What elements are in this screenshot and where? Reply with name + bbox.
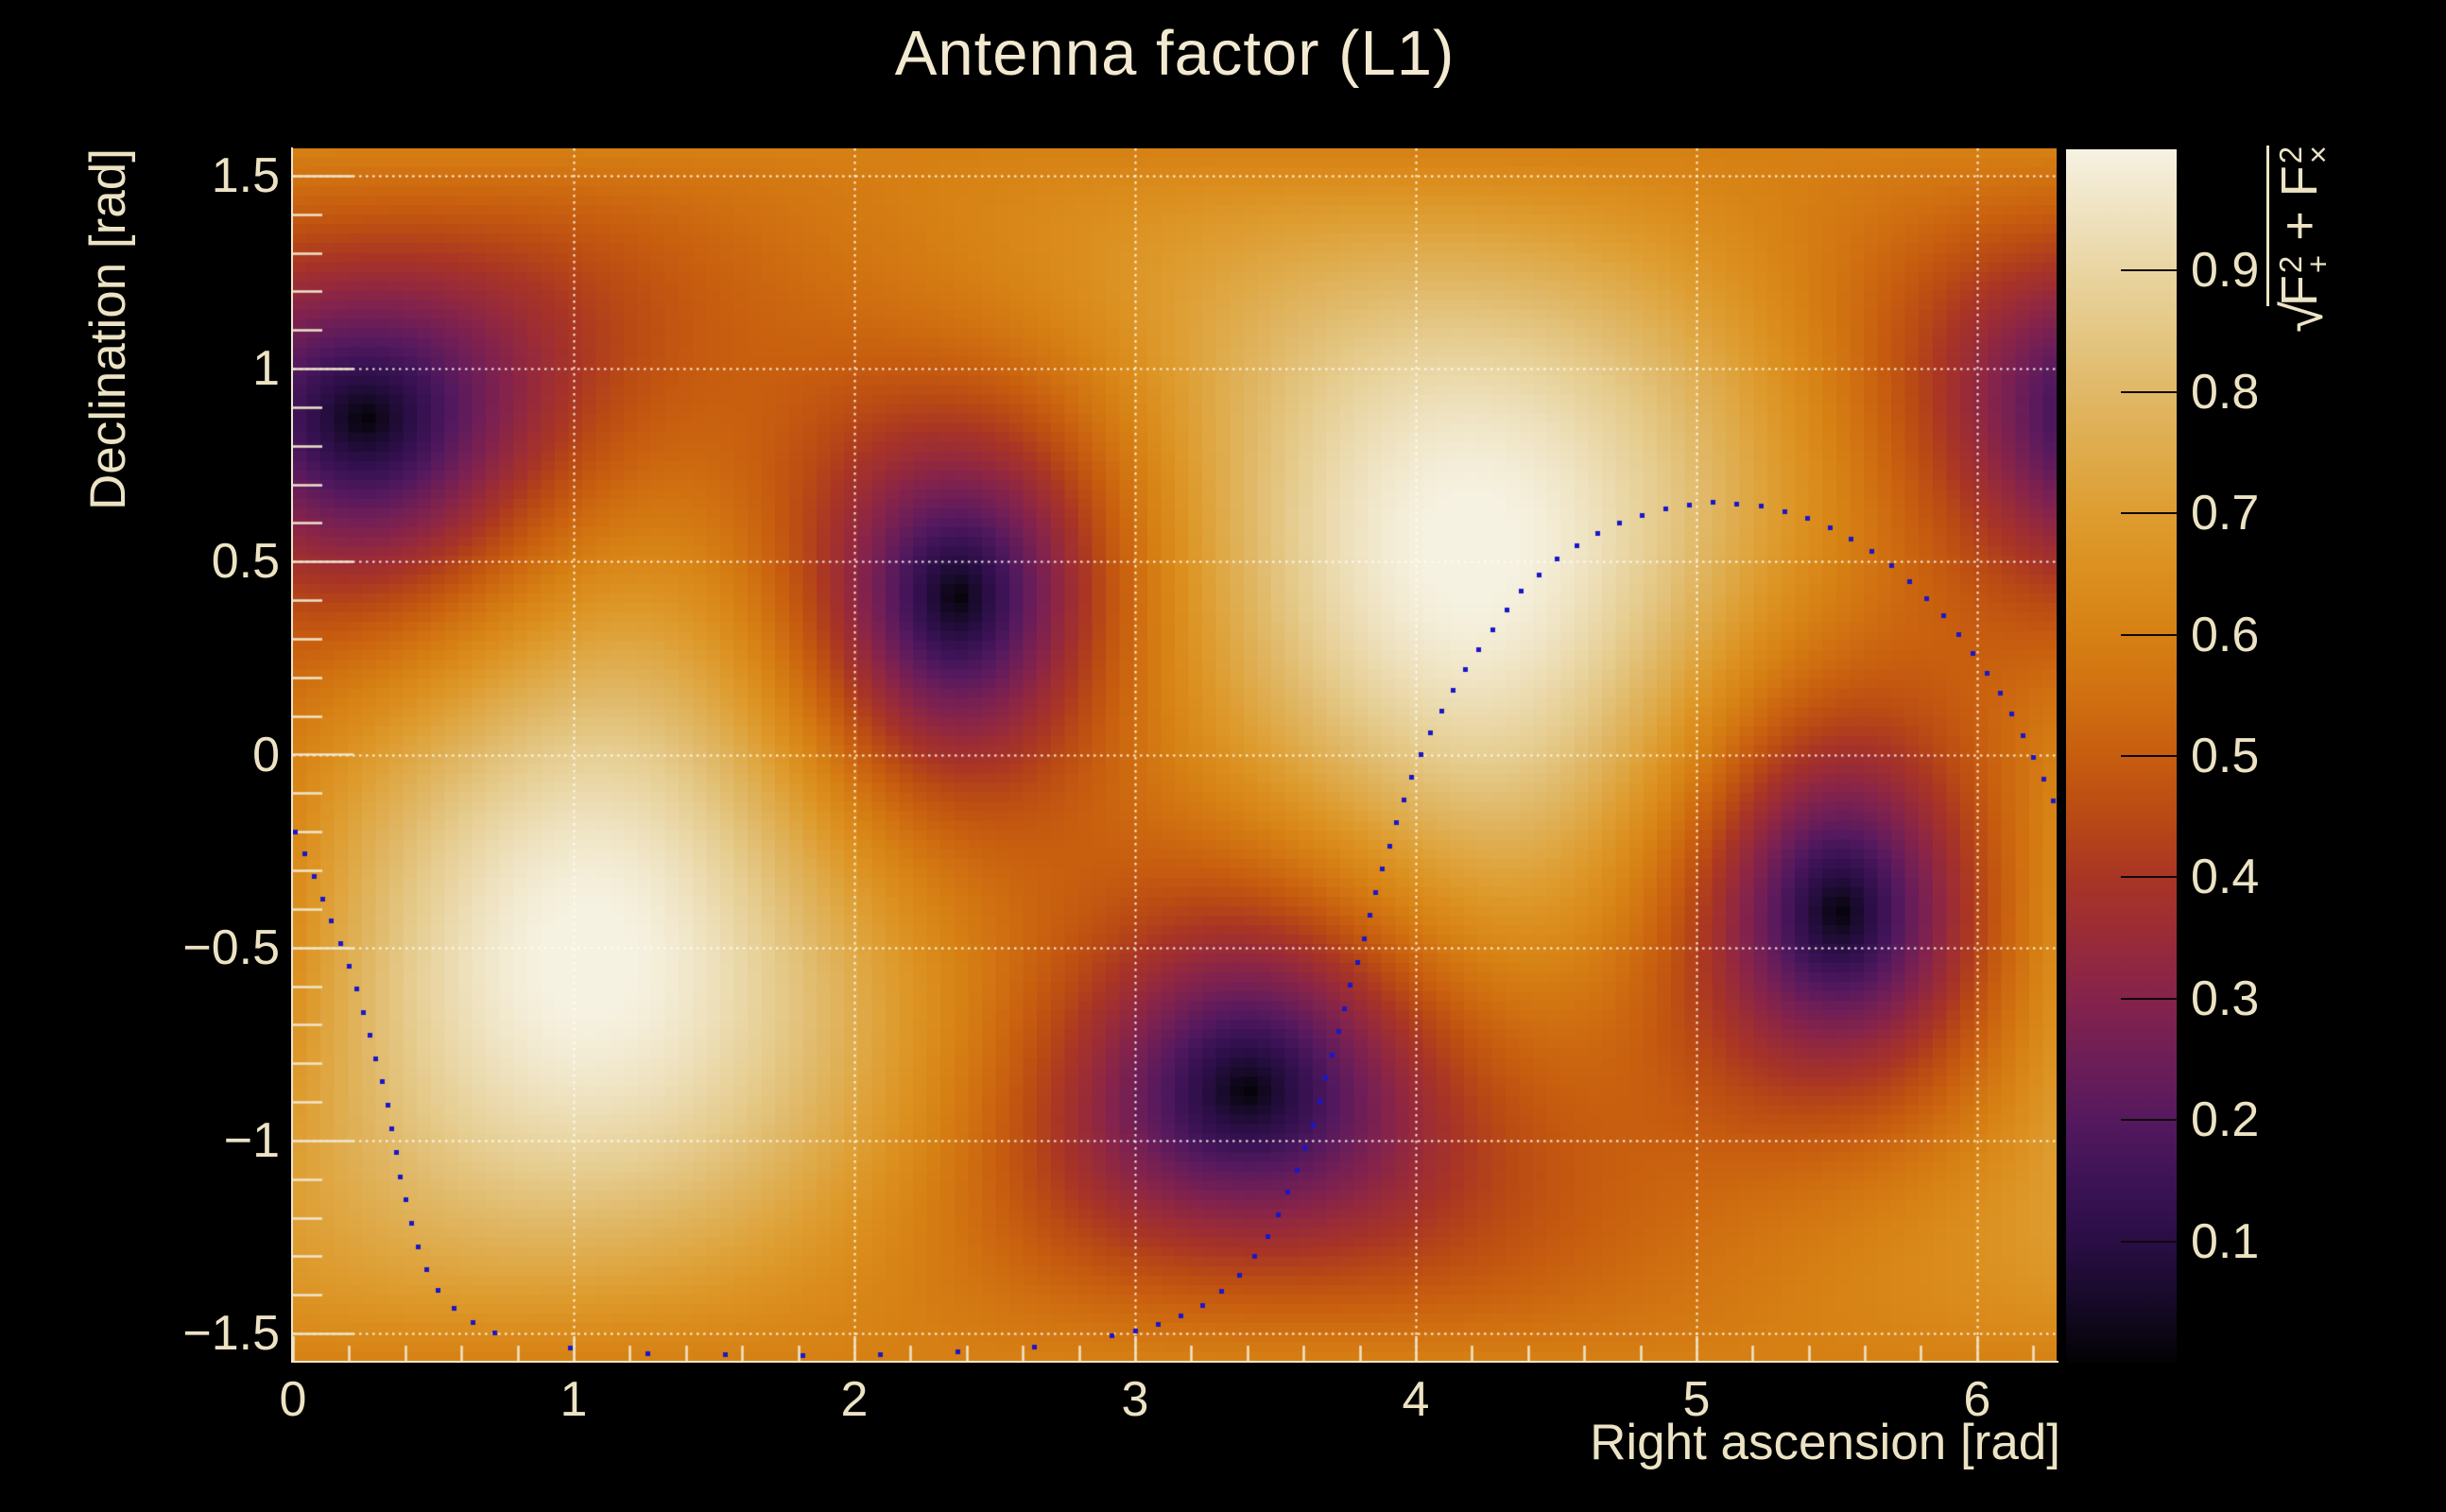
x-tick-label-3: 3 bbox=[1121, 1372, 1149, 1427]
plot-area bbox=[293, 148, 2057, 1361]
colorbar-tick-0.4 bbox=[2121, 876, 2178, 878]
x-tick-label-5: 5 bbox=[1682, 1372, 1711, 1427]
formula-f-cross-base: F bbox=[2271, 165, 2328, 198]
y-tick-label-−1: −1 bbox=[223, 1112, 280, 1168]
colorbar-tick-0.2 bbox=[2121, 1119, 2178, 1121]
grid-ticks-overlay-canvas bbox=[293, 148, 2057, 1361]
page-title: Antenna factor (L1) bbox=[894, 18, 1456, 89]
formula-f-plus-sub: + bbox=[2300, 254, 2335, 274]
y-tick-label-0: 0 bbox=[252, 727, 280, 782]
colorbar-label-0.7: 0.7 bbox=[2191, 486, 2260, 541]
colorbar-tick-0.3 bbox=[2121, 998, 2178, 1000]
colorbar-title-formula: √F 2 + + F 2 × bbox=[2266, 145, 2335, 333]
colorbar-label-0.1: 0.1 bbox=[2191, 1214, 2260, 1269]
x-tick-label-2: 2 bbox=[840, 1372, 869, 1427]
y-tick-label-0.5: 0.5 bbox=[211, 534, 280, 590]
formula-f-plus-base: F bbox=[2271, 275, 2328, 307]
x-axis-title: Right ascension [rad] bbox=[1590, 1415, 2060, 1470]
colorbar-tick-0.5 bbox=[2121, 755, 2178, 757]
x-tick-label-4: 4 bbox=[1402, 1372, 1430, 1427]
colorbar-tick-0.9 bbox=[2121, 269, 2178, 271]
x-axis-line bbox=[291, 1361, 2058, 1363]
x-tick-label-6: 6 bbox=[1963, 1372, 1991, 1427]
colorbar-label-0.2: 0.2 bbox=[2191, 1092, 2260, 1147]
x-tick-label-1: 1 bbox=[560, 1372, 588, 1427]
colorbar-label-0.6: 0.6 bbox=[2191, 608, 2260, 662]
colorbar-label-0.9: 0.9 bbox=[2191, 243, 2260, 298]
colorbar-label-0.3: 0.3 bbox=[2191, 971, 2260, 1026]
colorbar-label-0.8: 0.8 bbox=[2191, 365, 2260, 420]
y-tick-label-1: 1 bbox=[252, 341, 280, 397]
formula-f-cross-sub: × bbox=[2300, 145, 2335, 164]
y-tick-label-1.5: 1.5 bbox=[211, 147, 280, 203]
x-tick-label-0: 0 bbox=[279, 1372, 307, 1427]
y-axis-line bbox=[291, 147, 293, 1363]
colorbar-label-0.5: 0.5 bbox=[2191, 729, 2260, 783]
y-tick-label-−1.5: −1.5 bbox=[182, 1306, 280, 1362]
colorbar-tick-0.7 bbox=[2121, 512, 2178, 514]
formula-operator: + bbox=[2271, 197, 2328, 255]
colorbar-tick-0.8 bbox=[2121, 391, 2178, 393]
colorbar-tick-0.1 bbox=[2121, 1241, 2178, 1243]
colorbar-label-0.4: 0.4 bbox=[2191, 850, 2260, 904]
y-tick-label-−0.5: −0.5 bbox=[182, 919, 280, 975]
colorbar-tick-0.6 bbox=[2121, 634, 2178, 636]
